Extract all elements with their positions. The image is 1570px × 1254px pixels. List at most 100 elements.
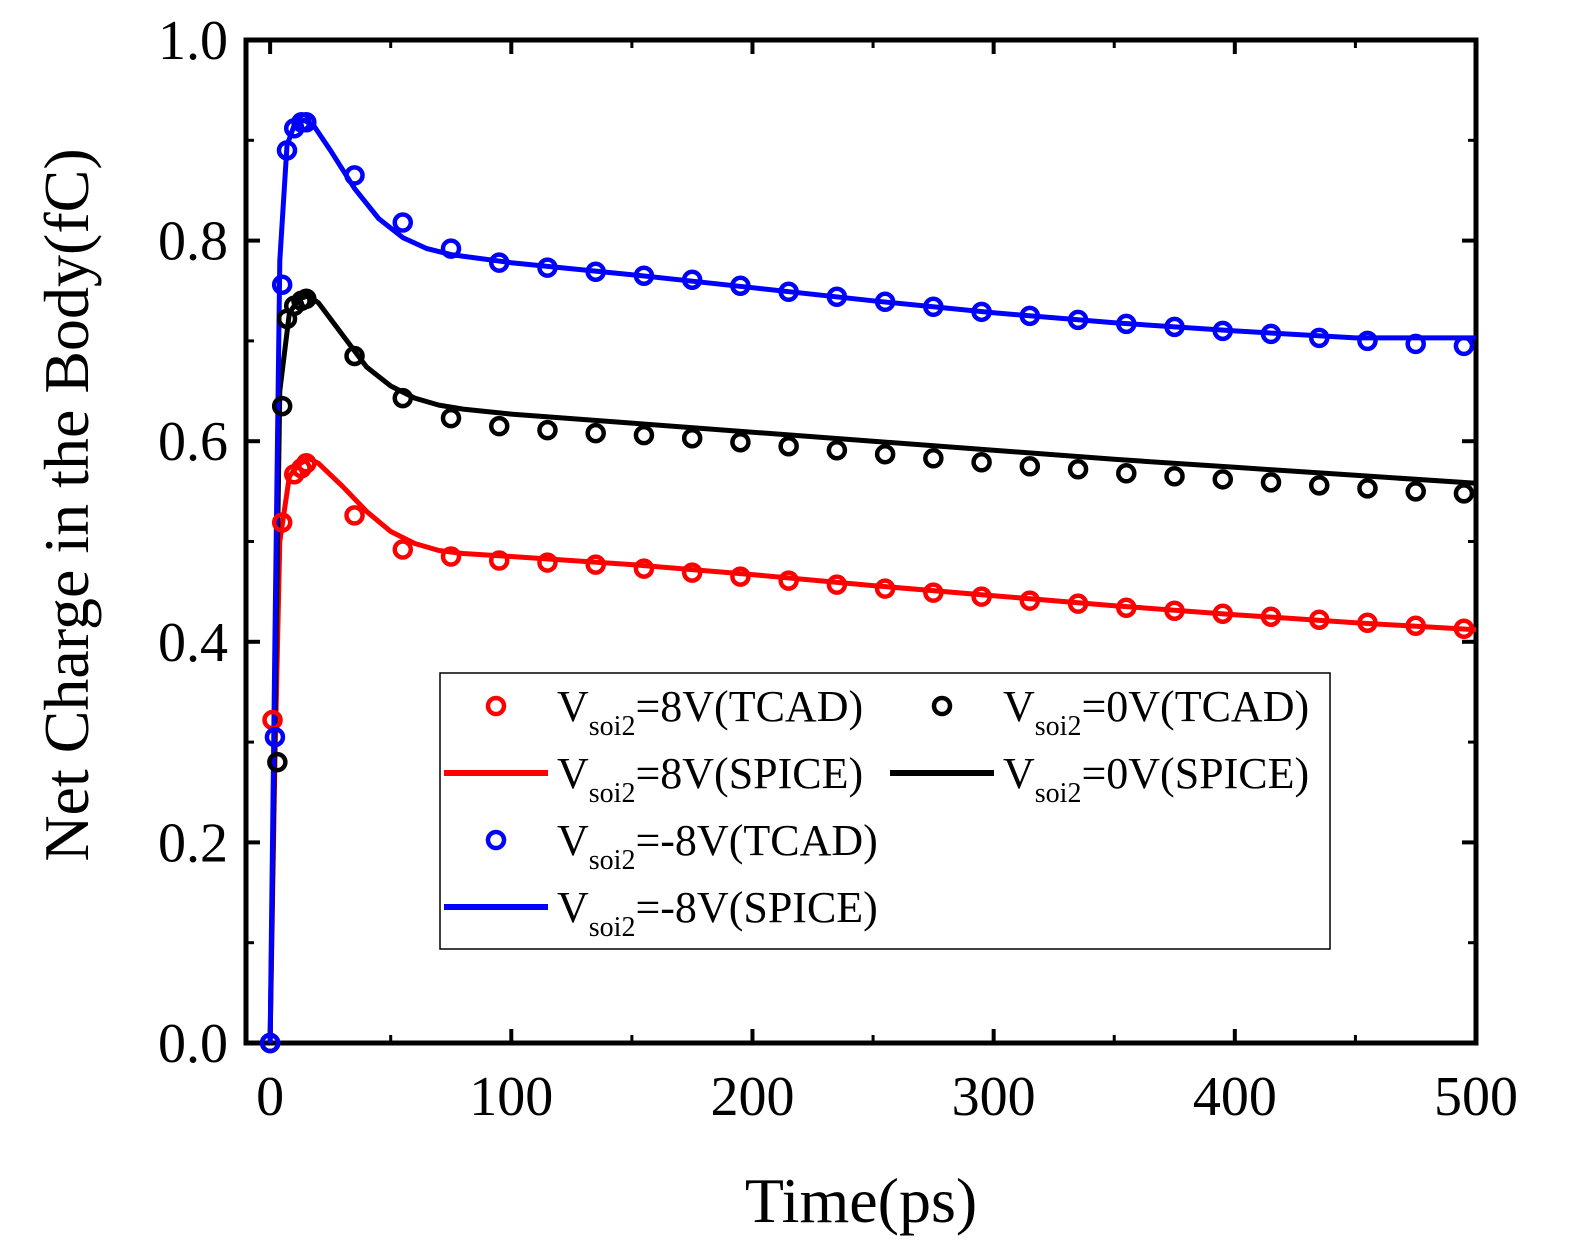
legend-label: Vsoi2=0V(SPICE) (1003, 749, 1309, 809)
data-point (1405, 615, 1426, 637)
data-point (344, 345, 365, 367)
data-point (267, 751, 288, 773)
data-point (923, 448, 944, 469)
data-point (971, 586, 992, 607)
data-point (633, 424, 655, 446)
data-point (971, 301, 992, 323)
data-point (1116, 463, 1137, 484)
data-point (1405, 333, 1426, 355)
legend-label: Vsoi2=0V(TCAD) (1003, 682, 1309, 742)
data-point (633, 558, 655, 579)
data-point (681, 562, 703, 583)
data-point (1453, 483, 1475, 504)
data-point (1453, 618, 1475, 640)
y-tick-label: 0.6 (158, 411, 228, 473)
y-tick-label: 1.0 (158, 10, 228, 72)
legend: Vsoi2=8V(TCAD) Vsoi2=0V(TCAD) Vsoi2=8V(SPI… (439, 672, 1331, 950)
data-point (1067, 459, 1089, 480)
y-tick-label: 0.8 (158, 211, 228, 273)
data-point (488, 415, 510, 437)
x-tick-label: 100 (469, 1066, 553, 1128)
x-axis-ticks: 0 100 200 300 400 500 (256, 40, 1518, 1128)
data-point (681, 427, 703, 449)
data-point (1116, 597, 1137, 618)
data-point (537, 257, 558, 278)
legend-label: Vsoi2=-8V(SPICE) (557, 883, 878, 943)
data-point (681, 269, 703, 290)
data-point (1212, 469, 1234, 490)
data-point (778, 281, 799, 303)
x-tick-label: 400 (1193, 1066, 1277, 1128)
data-point (296, 111, 317, 133)
data-point (874, 578, 896, 599)
data-point (271, 512, 293, 533)
legend-symbol (485, 829, 507, 851)
data-point (826, 286, 848, 308)
data-point (296, 453, 317, 474)
data-point (874, 443, 896, 465)
data-point (826, 439, 848, 461)
legend-label: Vsoi2=8V(TCAD) (557, 682, 863, 742)
data-point (259, 1032, 281, 1054)
data-point (1067, 593, 1089, 614)
data-point (585, 422, 606, 444)
data-point (826, 574, 848, 595)
data-point (488, 252, 510, 273)
data-point (585, 554, 606, 575)
data-point (1405, 481, 1426, 502)
data-point (488, 550, 510, 571)
data-point (1164, 600, 1185, 621)
data-point (874, 291, 896, 313)
data-point (730, 566, 751, 587)
y-tick-label: 0.4 (158, 612, 228, 674)
data-point (585, 261, 606, 282)
data-point (537, 552, 558, 573)
x-tick-label: 0 (256, 1066, 284, 1128)
legend-box (439, 672, 1331, 950)
data-point (1019, 456, 1041, 477)
data-point (271, 274, 293, 295)
data-point (1308, 327, 1330, 349)
legend-symbol (931, 695, 953, 717)
data-point (730, 431, 751, 453)
data-point (1453, 335, 1475, 357)
data-point (1164, 466, 1185, 487)
data-point (440, 238, 462, 259)
legend-label: Vsoi2=-8V(TCAD) (557, 816, 878, 876)
data-point (1067, 309, 1089, 331)
data-point (1212, 603, 1234, 624)
data-point (1357, 478, 1378, 499)
data-point (730, 275, 751, 296)
x-tick-label: 300 (952, 1066, 1036, 1128)
data-point (1308, 609, 1330, 630)
data-point (271, 395, 293, 417)
data-point (392, 539, 414, 560)
data-point (537, 419, 558, 441)
x-tick-label: 500 (1434, 1066, 1518, 1128)
data-point (633, 265, 655, 286)
data-point (1116, 313, 1137, 335)
data-point (1260, 323, 1282, 345)
data-point (971, 452, 992, 473)
data-point (923, 296, 944, 318)
legend-label: Vsoi2=8V(SPICE) (557, 749, 863, 809)
data-point (392, 212, 414, 233)
data-point (1164, 316, 1185, 338)
y-axis-ticks: 0.0 0.2 0.4 0.6 0.8 1.0 (158, 10, 1476, 1075)
data-point (276, 140, 298, 161)
data-point (1019, 305, 1041, 327)
data-point (440, 546, 462, 567)
data-point (296, 288, 317, 310)
data-point (392, 387, 414, 409)
x-axis-title: Time(ps) (745, 1165, 977, 1236)
data-point (1357, 612, 1378, 633)
data-point (1308, 475, 1330, 496)
series-layer (259, 111, 1477, 1054)
data-point (344, 505, 365, 526)
y-axis-title: Net Charge in the Body(fC) (31, 148, 102, 861)
data-point (344, 165, 365, 186)
data-point (778, 435, 799, 457)
x-tick-label: 200 (710, 1066, 794, 1128)
data-point (1019, 590, 1041, 611)
